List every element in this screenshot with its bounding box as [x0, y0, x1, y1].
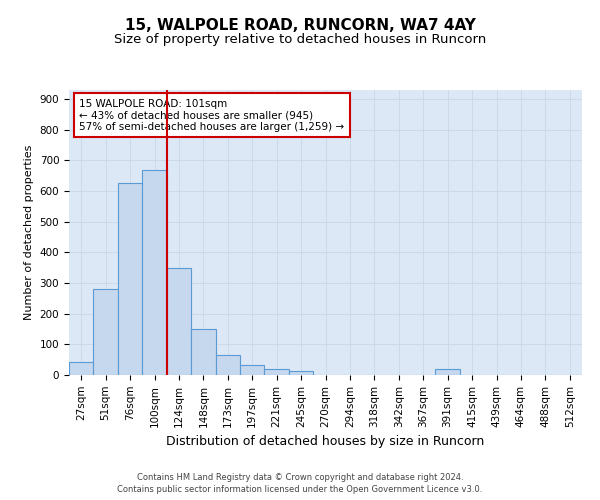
Text: Contains HM Land Registry data © Crown copyright and database right 2024.: Contains HM Land Registry data © Crown c… [137, 472, 463, 482]
Y-axis label: Number of detached properties: Number of detached properties [24, 145, 34, 320]
Bar [436, 370, 460, 375]
Text: Contains public sector information licensed under the Open Government Licence v3: Contains public sector information licen… [118, 485, 482, 494]
Bar [142, 170, 167, 375]
Text: 15, WALPOLE ROAD, RUNCORN, WA7 4AY: 15, WALPOLE ROAD, RUNCORN, WA7 4AY [125, 18, 475, 32]
Bar [118, 184, 142, 375]
Bar [167, 268, 191, 375]
Bar [215, 355, 240, 375]
Bar [94, 289, 118, 375]
Text: Size of property relative to detached houses in Runcorn: Size of property relative to detached ho… [114, 32, 486, 46]
Bar [240, 365, 265, 375]
Bar [69, 362, 94, 375]
Text: 15 WALPOLE ROAD: 101sqm
← 43% of detached houses are smaller (945)
57% of semi-d: 15 WALPOLE ROAD: 101sqm ← 43% of detache… [79, 98, 344, 132]
Bar [191, 329, 215, 375]
Bar [289, 372, 313, 375]
X-axis label: Distribution of detached houses by size in Runcorn: Distribution of detached houses by size … [166, 435, 485, 448]
Bar [265, 369, 289, 375]
